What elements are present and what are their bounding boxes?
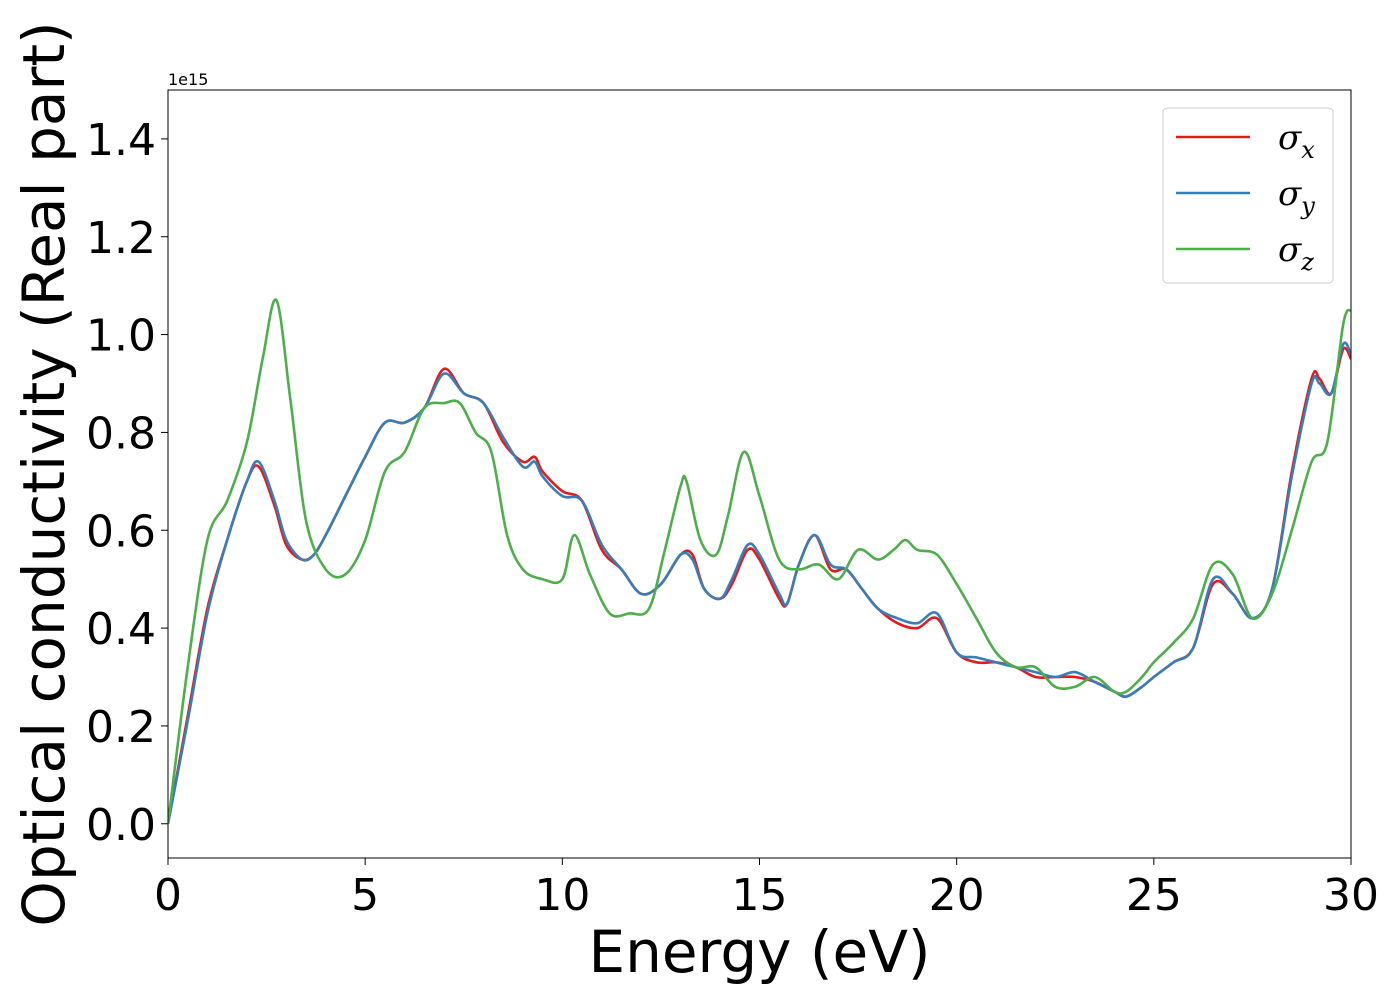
x-tick-label: 30 bbox=[1323, 870, 1379, 921]
y-tick-label: 1.2 bbox=[86, 213, 156, 264]
y-tick-label: 1.4 bbox=[86, 115, 156, 166]
x-tick-label: 0 bbox=[154, 870, 182, 921]
series-line-z bbox=[168, 298, 1351, 824]
legend-box bbox=[1162, 107, 1334, 284]
y-offset-label: 1e15 bbox=[168, 70, 208, 89]
series-line-y bbox=[168, 341, 1351, 825]
x-tick-label: 10 bbox=[534, 870, 590, 921]
series-layer bbox=[168, 298, 1351, 825]
y-tick-label: 0.6 bbox=[86, 506, 156, 557]
x-tick-label: 25 bbox=[1126, 870, 1182, 921]
legend-label-x: σx bbox=[1278, 118, 1315, 164]
series-line-x bbox=[168, 346, 1351, 825]
y-tick-label: 0.0 bbox=[86, 800, 156, 851]
y-tick-label: 0.8 bbox=[86, 408, 156, 459]
y-axis-title: Optical conductivity (Real part) bbox=[10, 21, 78, 926]
y-tick-label: 0.2 bbox=[86, 702, 156, 753]
y-tick-label: 0.4 bbox=[86, 604, 156, 655]
y-tick-label: 1.0 bbox=[86, 311, 156, 362]
legend-label-y: σy bbox=[1278, 174, 1315, 220]
x-axis-title: Energy (eV) bbox=[588, 918, 930, 986]
x-tick-label: 5 bbox=[351, 870, 379, 921]
x-tick-label: 20 bbox=[929, 870, 985, 921]
legend: σx σy σz bbox=[1162, 107, 1334, 284]
x-tick-label: 15 bbox=[732, 870, 788, 921]
legend-label-z: σz bbox=[1278, 230, 1314, 276]
axes-layer: 0 5 10 15 20 25 30 0.0 0.2 0.4 0.6 0.8 1.0 1.2 1.4 bbox=[86, 115, 1379, 921]
